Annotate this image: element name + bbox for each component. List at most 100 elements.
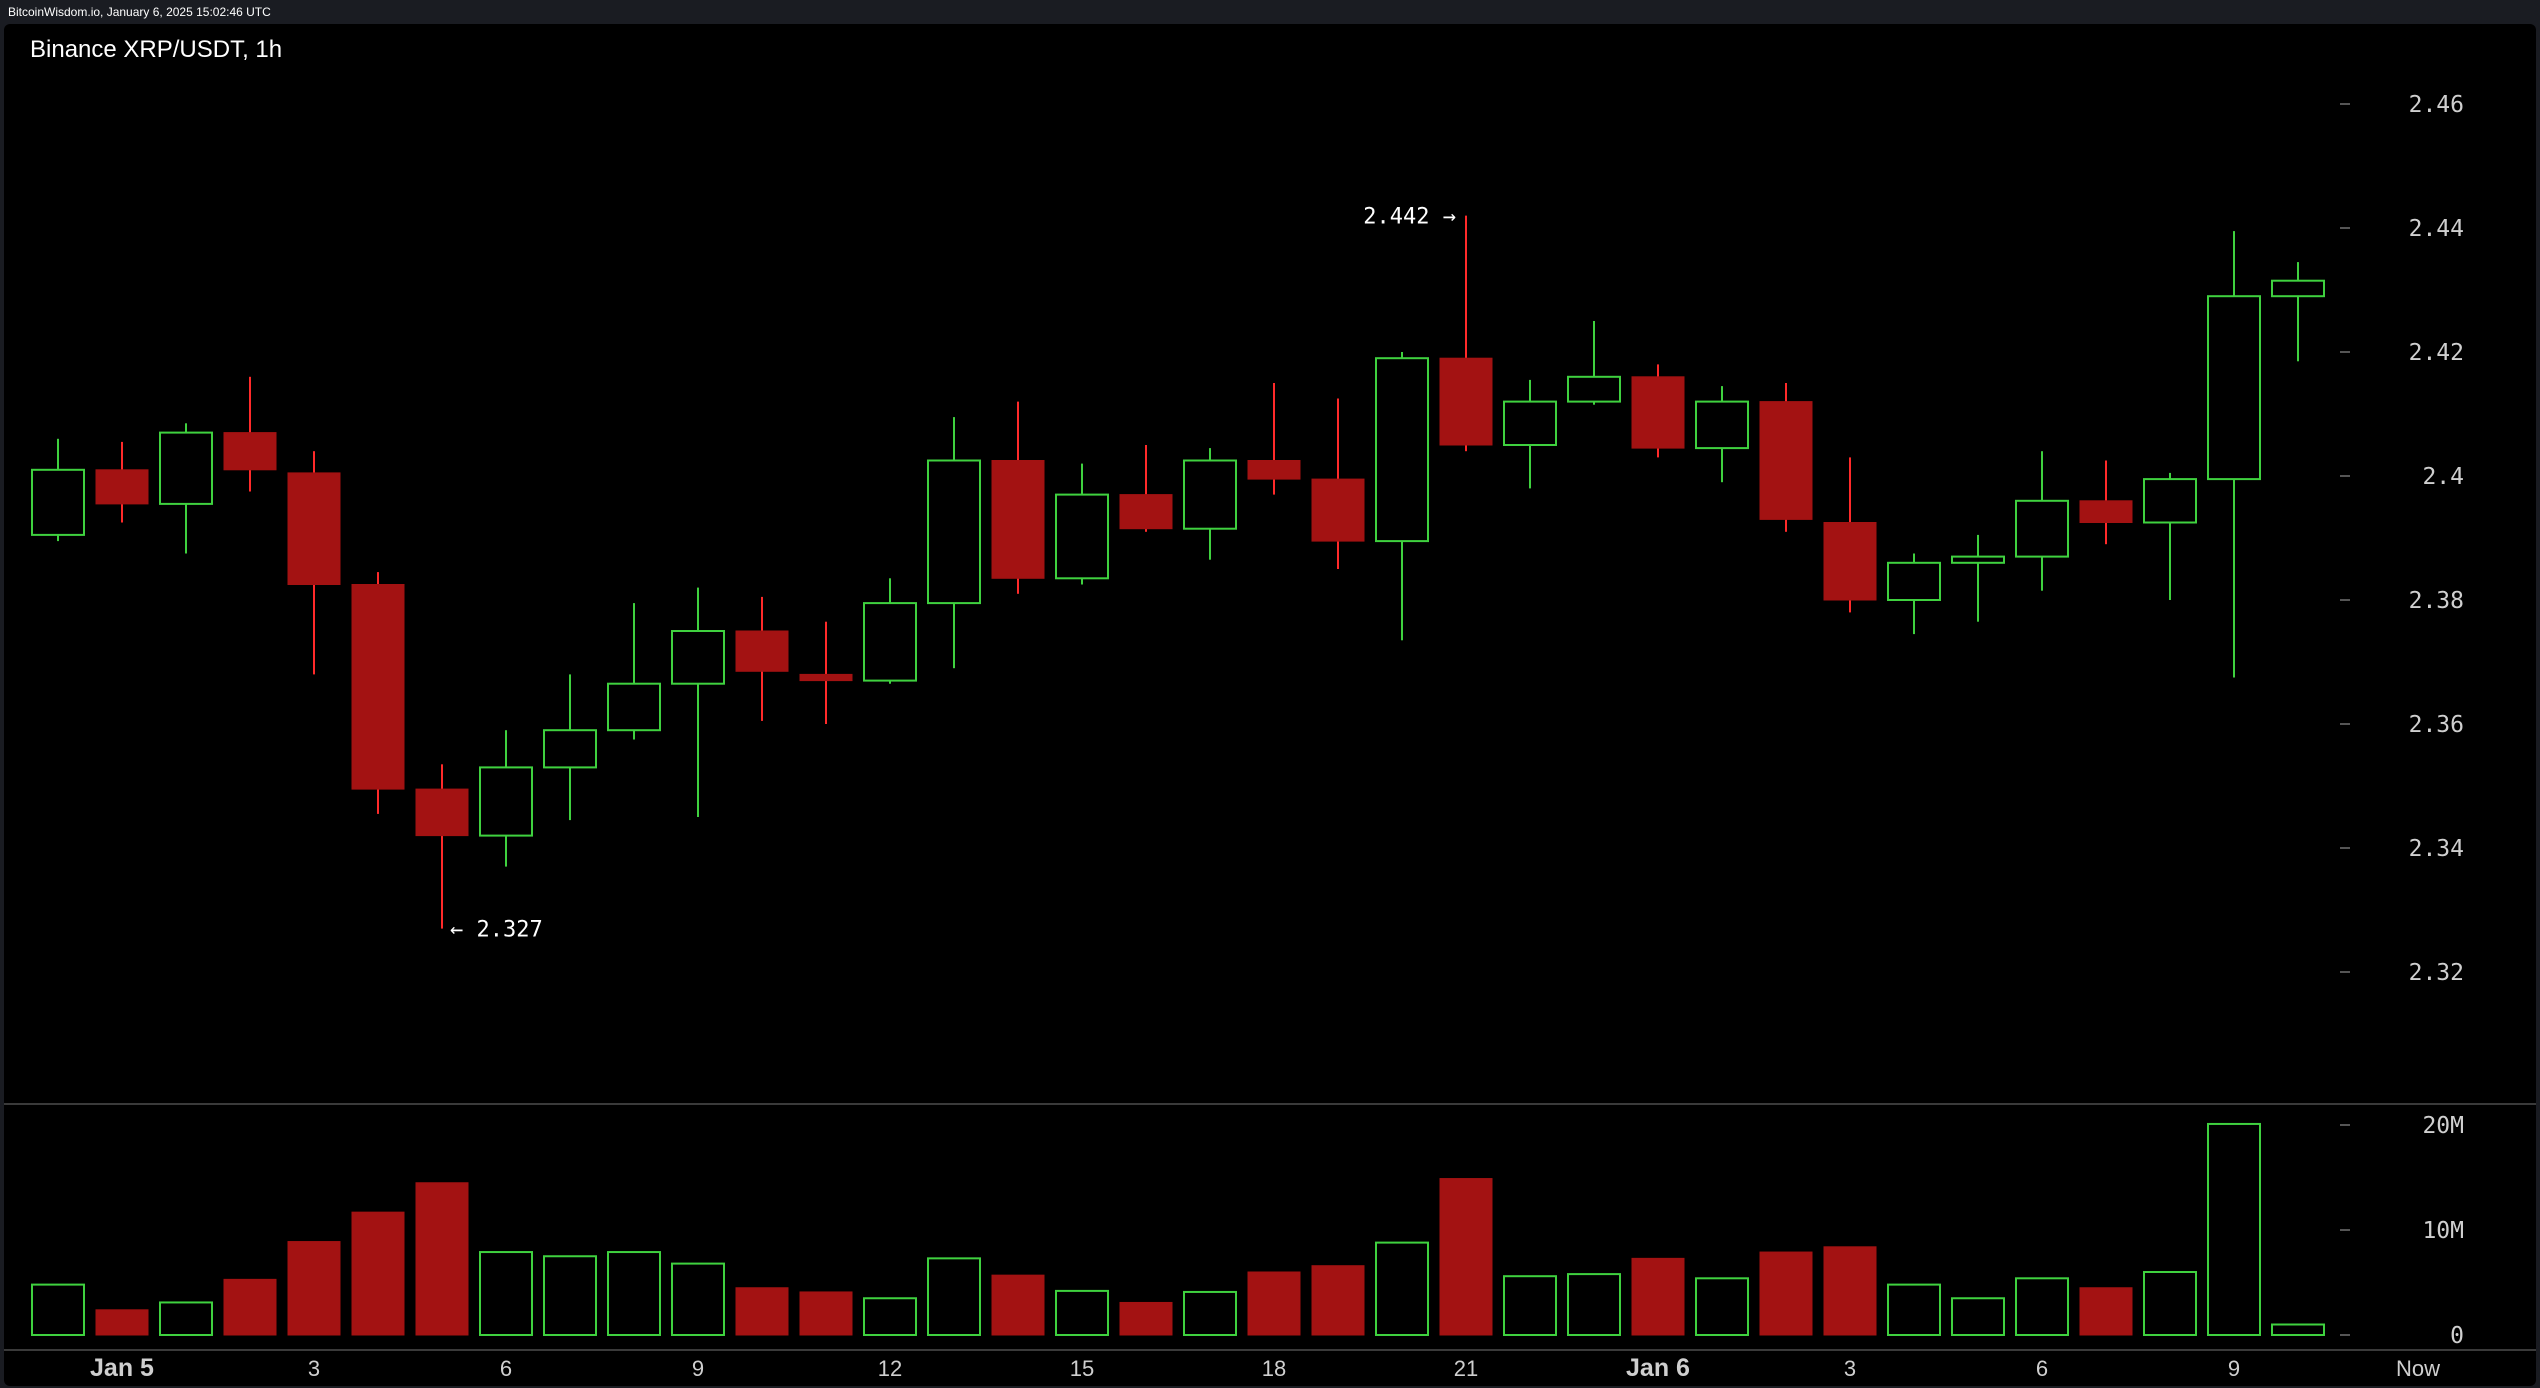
candle-body-up <box>159 431 213 505</box>
volume-bar-up <box>1695 1277 1749 1337</box>
volume-bar-up <box>1567 1273 1621 1336</box>
candle-body-up <box>1695 400 1749 450</box>
volume-bar-down <box>1759 1251 1813 1336</box>
volume-bar-down <box>223 1278 277 1336</box>
candle-body-up <box>2015 499 2069 558</box>
candle-body-down <box>1631 376 1685 449</box>
volume-bar-down <box>287 1241 341 1336</box>
volume-bar-up <box>607 1251 661 1337</box>
candle-body-down <box>2079 500 2133 523</box>
volume-bar-up <box>1055 1289 1109 1337</box>
volume-bar-up <box>1183 1290 1237 1336</box>
volume-bar-down <box>1631 1257 1685 1336</box>
volume-bar-up <box>671 1262 725 1336</box>
volume-bar-down <box>415 1182 469 1336</box>
volume-bar-up <box>479 1251 533 1337</box>
candle-body-down <box>1823 522 1877 601</box>
candle-body-down <box>1119 494 1173 530</box>
x-axis-tick-label: 15 <box>1070 1356 1094 1381</box>
volume-bar-down <box>1247 1271 1301 1336</box>
top-bar: BitcoinWisdom.io, January 6, 2025 15:02:… <box>0 0 2540 24</box>
volume-axis-tick-label: 10M <box>2422 1218 2464 1244</box>
volume-bar-down <box>2079 1287 2133 1336</box>
volume-bar-down <box>735 1287 789 1336</box>
candle-body-up <box>2143 478 2197 524</box>
volume-bar-up <box>543 1255 597 1336</box>
price-annotation: ← 2.327 <box>450 918 543 943</box>
candle-body-up <box>607 682 661 732</box>
candle-body-up <box>1375 357 1429 543</box>
candle-body-up <box>1055 493 1109 580</box>
candle-body-down <box>95 469 149 505</box>
candle-body-down <box>1759 401 1813 520</box>
x-axis-tick-label: 9 <box>692 1356 704 1381</box>
x-axis-tick-label: Jan 6 <box>1626 1354 1690 1382</box>
volume-bar-up <box>1375 1241 1429 1336</box>
candle-body-down <box>1311 478 1365 542</box>
volume-bar-down <box>351 1211 405 1336</box>
y-axis-tick-label: 2.32 <box>2409 960 2464 986</box>
candle-body-down <box>1439 357 1493 446</box>
candle-body-up <box>479 766 533 837</box>
candle-body-up <box>2207 295 2261 481</box>
x-axis-tick-label: 6 <box>2036 1356 2048 1381</box>
volume-axis-tick-label: 20M <box>2422 1113 2464 1139</box>
volume-bar-up <box>1503 1275 1557 1336</box>
x-axis-tick-label: 9 <box>2228 1356 2240 1381</box>
volume-bar-down <box>1311 1265 1365 1336</box>
y-axis-tick-label: 2.42 <box>2409 340 2464 366</box>
candle-body-up <box>863 602 917 682</box>
volume-bar-up <box>2271 1323 2325 1336</box>
candle-body-down <box>1247 460 1301 480</box>
volume-bar-up <box>863 1297 917 1336</box>
x-axis-tick-label: 18 <box>1262 1356 1286 1381</box>
y-axis-tick-label: 2.36 <box>2409 712 2464 738</box>
volume-bar-up <box>31 1283 85 1336</box>
volume-bar-down <box>1439 1178 1493 1336</box>
candle-body-up <box>671 630 725 685</box>
y-axis-tick-label: 2.38 <box>2409 588 2464 614</box>
volume-axis-tick-label: 0 <box>2450 1323 2464 1349</box>
candle-body-down <box>415 788 469 837</box>
y-axis-tick-label: 2.34 <box>2409 836 2464 862</box>
x-axis-tick-label: Jan 5 <box>90 1354 154 1382</box>
timestamp-label: BitcoinWisdom.io, January 6, 2025 15:02:… <box>8 5 271 19</box>
x-axis-tick-label: 6 <box>500 1356 512 1381</box>
candle-body-up <box>1503 400 1557 447</box>
volume-bar-down <box>1119 1301 1173 1336</box>
x-axis-tick-label: 12 <box>878 1356 902 1381</box>
candle-body-up <box>1887 561 1941 601</box>
price-volume-chart[interactable]: 2.46 2.44 2.42 2.4 2.38 2.36 2.34 2.32 20M 10M 0 Ja… <box>4 24 2536 1386</box>
volume-bar-up <box>2143 1271 2197 1336</box>
candle-body-up <box>543 729 597 769</box>
candle-body-down <box>287 472 341 585</box>
volume-bar-up <box>159 1301 213 1336</box>
volume-bar-up <box>1887 1283 1941 1336</box>
x-axis-tick-label: 3 <box>308 1356 320 1381</box>
chart-title: Binance XRP/USDT, 1h <box>30 36 283 63</box>
y-axis-tick-label: 2.46 <box>2409 92 2464 118</box>
price-annotation: 2.442 → <box>1363 205 1456 230</box>
volume-bar-down <box>95 1309 149 1336</box>
volume-bar-down <box>991 1274 1045 1336</box>
candle-body-down <box>991 460 1045 579</box>
x-axis-tick-label: 3 <box>1844 1356 1856 1381</box>
x-axis-tick-label: Now <box>2396 1356 2440 1381</box>
y-axis-tick-label: 2.44 <box>2409 216 2464 242</box>
volume-bar-down <box>799 1291 853 1336</box>
chart-frame: 2.46 2.44 2.42 2.4 2.38 2.36 2.34 2.32 20M 10M 0 Ja… <box>4 24 2536 1386</box>
candle-body-down <box>351 584 405 790</box>
volume-bar-up <box>2207 1122 2261 1336</box>
volume-bar-up <box>2015 1277 2069 1337</box>
candle-body-down <box>735 630 789 672</box>
volume-bar-up <box>927 1257 981 1336</box>
candle-body-up <box>1567 375 1621 403</box>
candle-body-down <box>799 673 853 682</box>
candle-body-up <box>1951 555 2005 564</box>
volume-bar-up <box>1951 1297 2005 1336</box>
volume-bar-down <box>1823 1246 1877 1336</box>
candle-body-up <box>927 459 981 605</box>
candle-body-up <box>31 468 85 536</box>
x-axis-tick-label: 21 <box>1454 1356 1478 1381</box>
y-axis-tick-label: 2.4 <box>2422 464 2464 490</box>
